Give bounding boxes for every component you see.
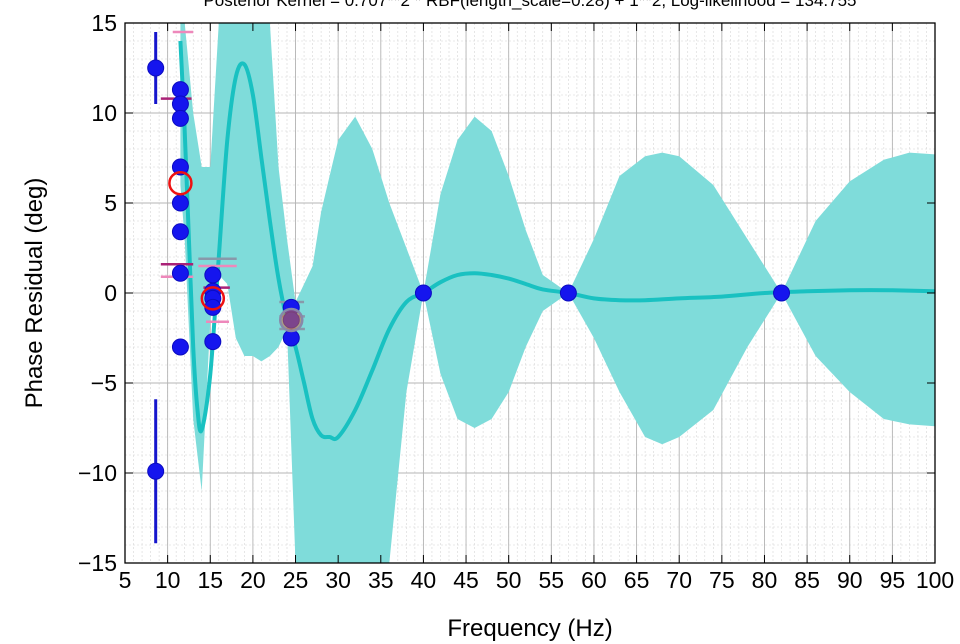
- x-axis-label: Frequency (Hz): [447, 615, 612, 642]
- y-tick-label: 0: [104, 280, 117, 306]
- y-tick-label: −10: [78, 460, 117, 486]
- y-axis-label: Phase Residual (deg): [21, 178, 48, 409]
- measurement-point: [204, 266, 222, 284]
- measurement-point: [171, 81, 189, 99]
- measurement-point: [147, 59, 165, 77]
- measurement-point: [171, 95, 189, 113]
- x-tick-label: 100: [916, 567, 954, 593]
- x-tick-label: 40: [411, 567, 437, 593]
- x-tick-label: 75: [709, 567, 735, 593]
- y-tick-label: 15: [91, 10, 117, 36]
- x-tick-label: 90: [837, 567, 863, 593]
- x-tick-label: 50: [496, 567, 522, 593]
- measurement-point: [773, 284, 791, 302]
- x-tick-label: 45: [453, 567, 479, 593]
- y-tick-label: −15: [78, 550, 117, 576]
- y-tick-labels: −15 −10 −5 0 5 10 15: [78, 10, 117, 576]
- x-tick-label: 10: [155, 567, 181, 593]
- x-tick-label: 30: [325, 567, 351, 593]
- x-tick-label: 25: [283, 567, 309, 593]
- x-tick-label: 5: [119, 567, 132, 593]
- measurement-point: [171, 223, 189, 241]
- y-tick-label: −5: [91, 370, 117, 396]
- x-tick-label: 35: [368, 567, 394, 593]
- group-mean-marker: [168, 170, 193, 196]
- y-tick-label: 10: [91, 100, 117, 126]
- x-tick-label: 95: [880, 567, 906, 593]
- group-mean-marker: [200, 286, 226, 311]
- measurement-point: [282, 329, 300, 347]
- measurement-point: [171, 338, 189, 356]
- measurement-point: [147, 462, 165, 480]
- measurement-point: [171, 109, 189, 127]
- group-mean-markers: [168, 170, 304, 333]
- measurement-point: [171, 194, 189, 212]
- measurement-point: [559, 284, 577, 302]
- y-tick-label: 5: [104, 190, 117, 216]
- axis-ticks: [124, 22, 936, 564]
- x-tick-label: 55: [539, 567, 565, 593]
- x-tick-label: 70: [666, 567, 692, 593]
- x-tick-label: 85: [794, 567, 820, 593]
- chart-title: Posterior Kernel = 0.707**2 * RBF(length…: [203, 0, 856, 10]
- x-tick-label: 65: [624, 567, 650, 593]
- group-mean-marker: [279, 307, 304, 333]
- measurement-point: [171, 264, 189, 282]
- x-tick-label: 60: [581, 567, 607, 593]
- x-tick-label: 15: [197, 567, 223, 593]
- measurement-point: [171, 158, 189, 176]
- measurement-point: [204, 333, 222, 351]
- x-tick-label: 80: [752, 567, 778, 593]
- x-tick-labels: 5 10 15 20 25 30 35 40 45 50 55 60 65 70 75 80 85 90 95 100: [119, 567, 955, 593]
- measurement-point: [414, 284, 432, 302]
- x-tick-label: 20: [240, 567, 266, 593]
